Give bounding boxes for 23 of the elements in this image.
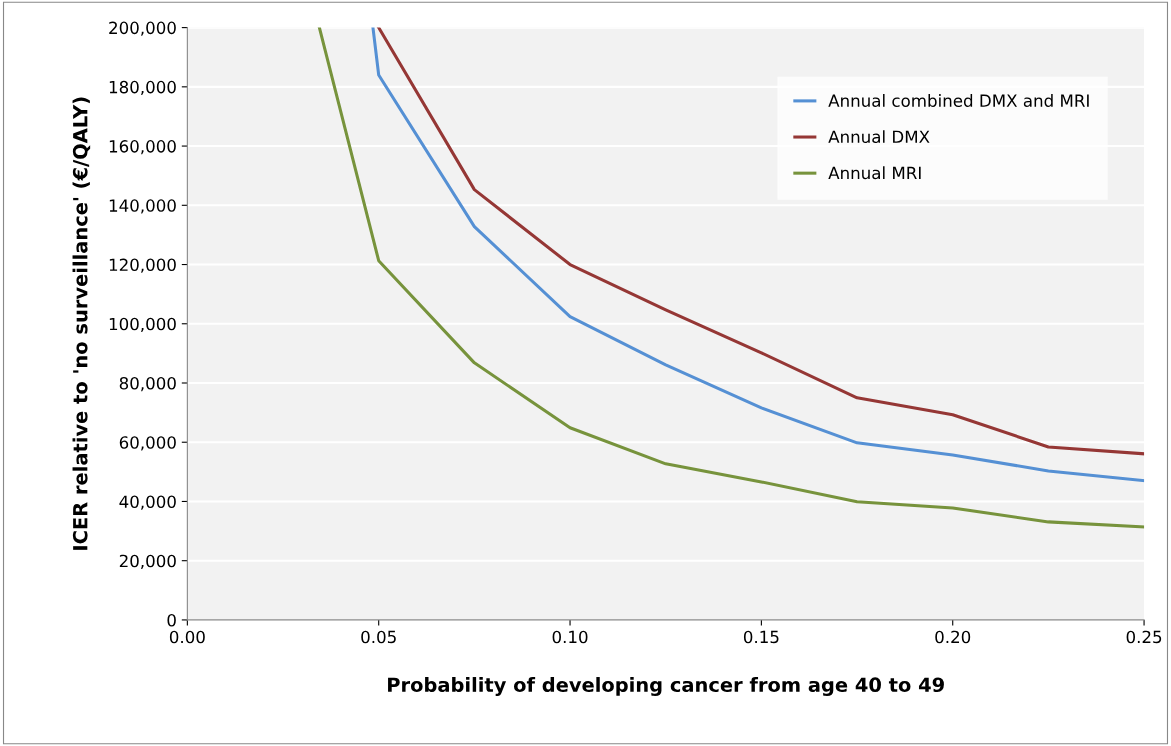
y-axis-title: ICER relative to 'no surveillance' (€/QALY) — [72, 97, 91, 550]
legend-label: Annual DMX — [828, 130, 930, 144]
y-tick-label: 100,000 — [109, 317, 176, 333]
y-tick-label: 160,000 — [109, 140, 176, 155]
y-tick-label: 80,000 — [119, 376, 176, 392]
x-tick-label: 0.00 — [169, 630, 205, 644]
legend-label: Annual MRI — [828, 166, 921, 180]
y-tick-label: 200,000 — [109, 21, 176, 36]
x-axis-title: Probability of developing cancer from age 40 to 49 — [388, 677, 944, 696]
y-tick-label: 0 — [167, 613, 176, 627]
line-series — [317, 27, 1145, 529]
y-tick-label: 20,000 — [119, 554, 176, 569]
y-tick-label: 180,000 — [109, 80, 176, 96]
y-tick-label: 140,000 — [109, 199, 176, 214]
y-tick-label: 60,000 — [119, 436, 176, 451]
x-tick-label: 0.20 — [935, 630, 971, 644]
legend-label: Annual combined DMX and MRI — [828, 94, 1089, 107]
x-tick-label: 0.25 — [1126, 630, 1162, 644]
y-tick-label: 40,000 — [119, 495, 176, 510]
x-tick-label: 0.10 — [552, 630, 588, 644]
x-tick-label: 0.05 — [361, 630, 396, 644]
y-tick-label: 120,000 — [109, 258, 176, 273]
x-tick-label: 0.15 — [743, 630, 779, 644]
